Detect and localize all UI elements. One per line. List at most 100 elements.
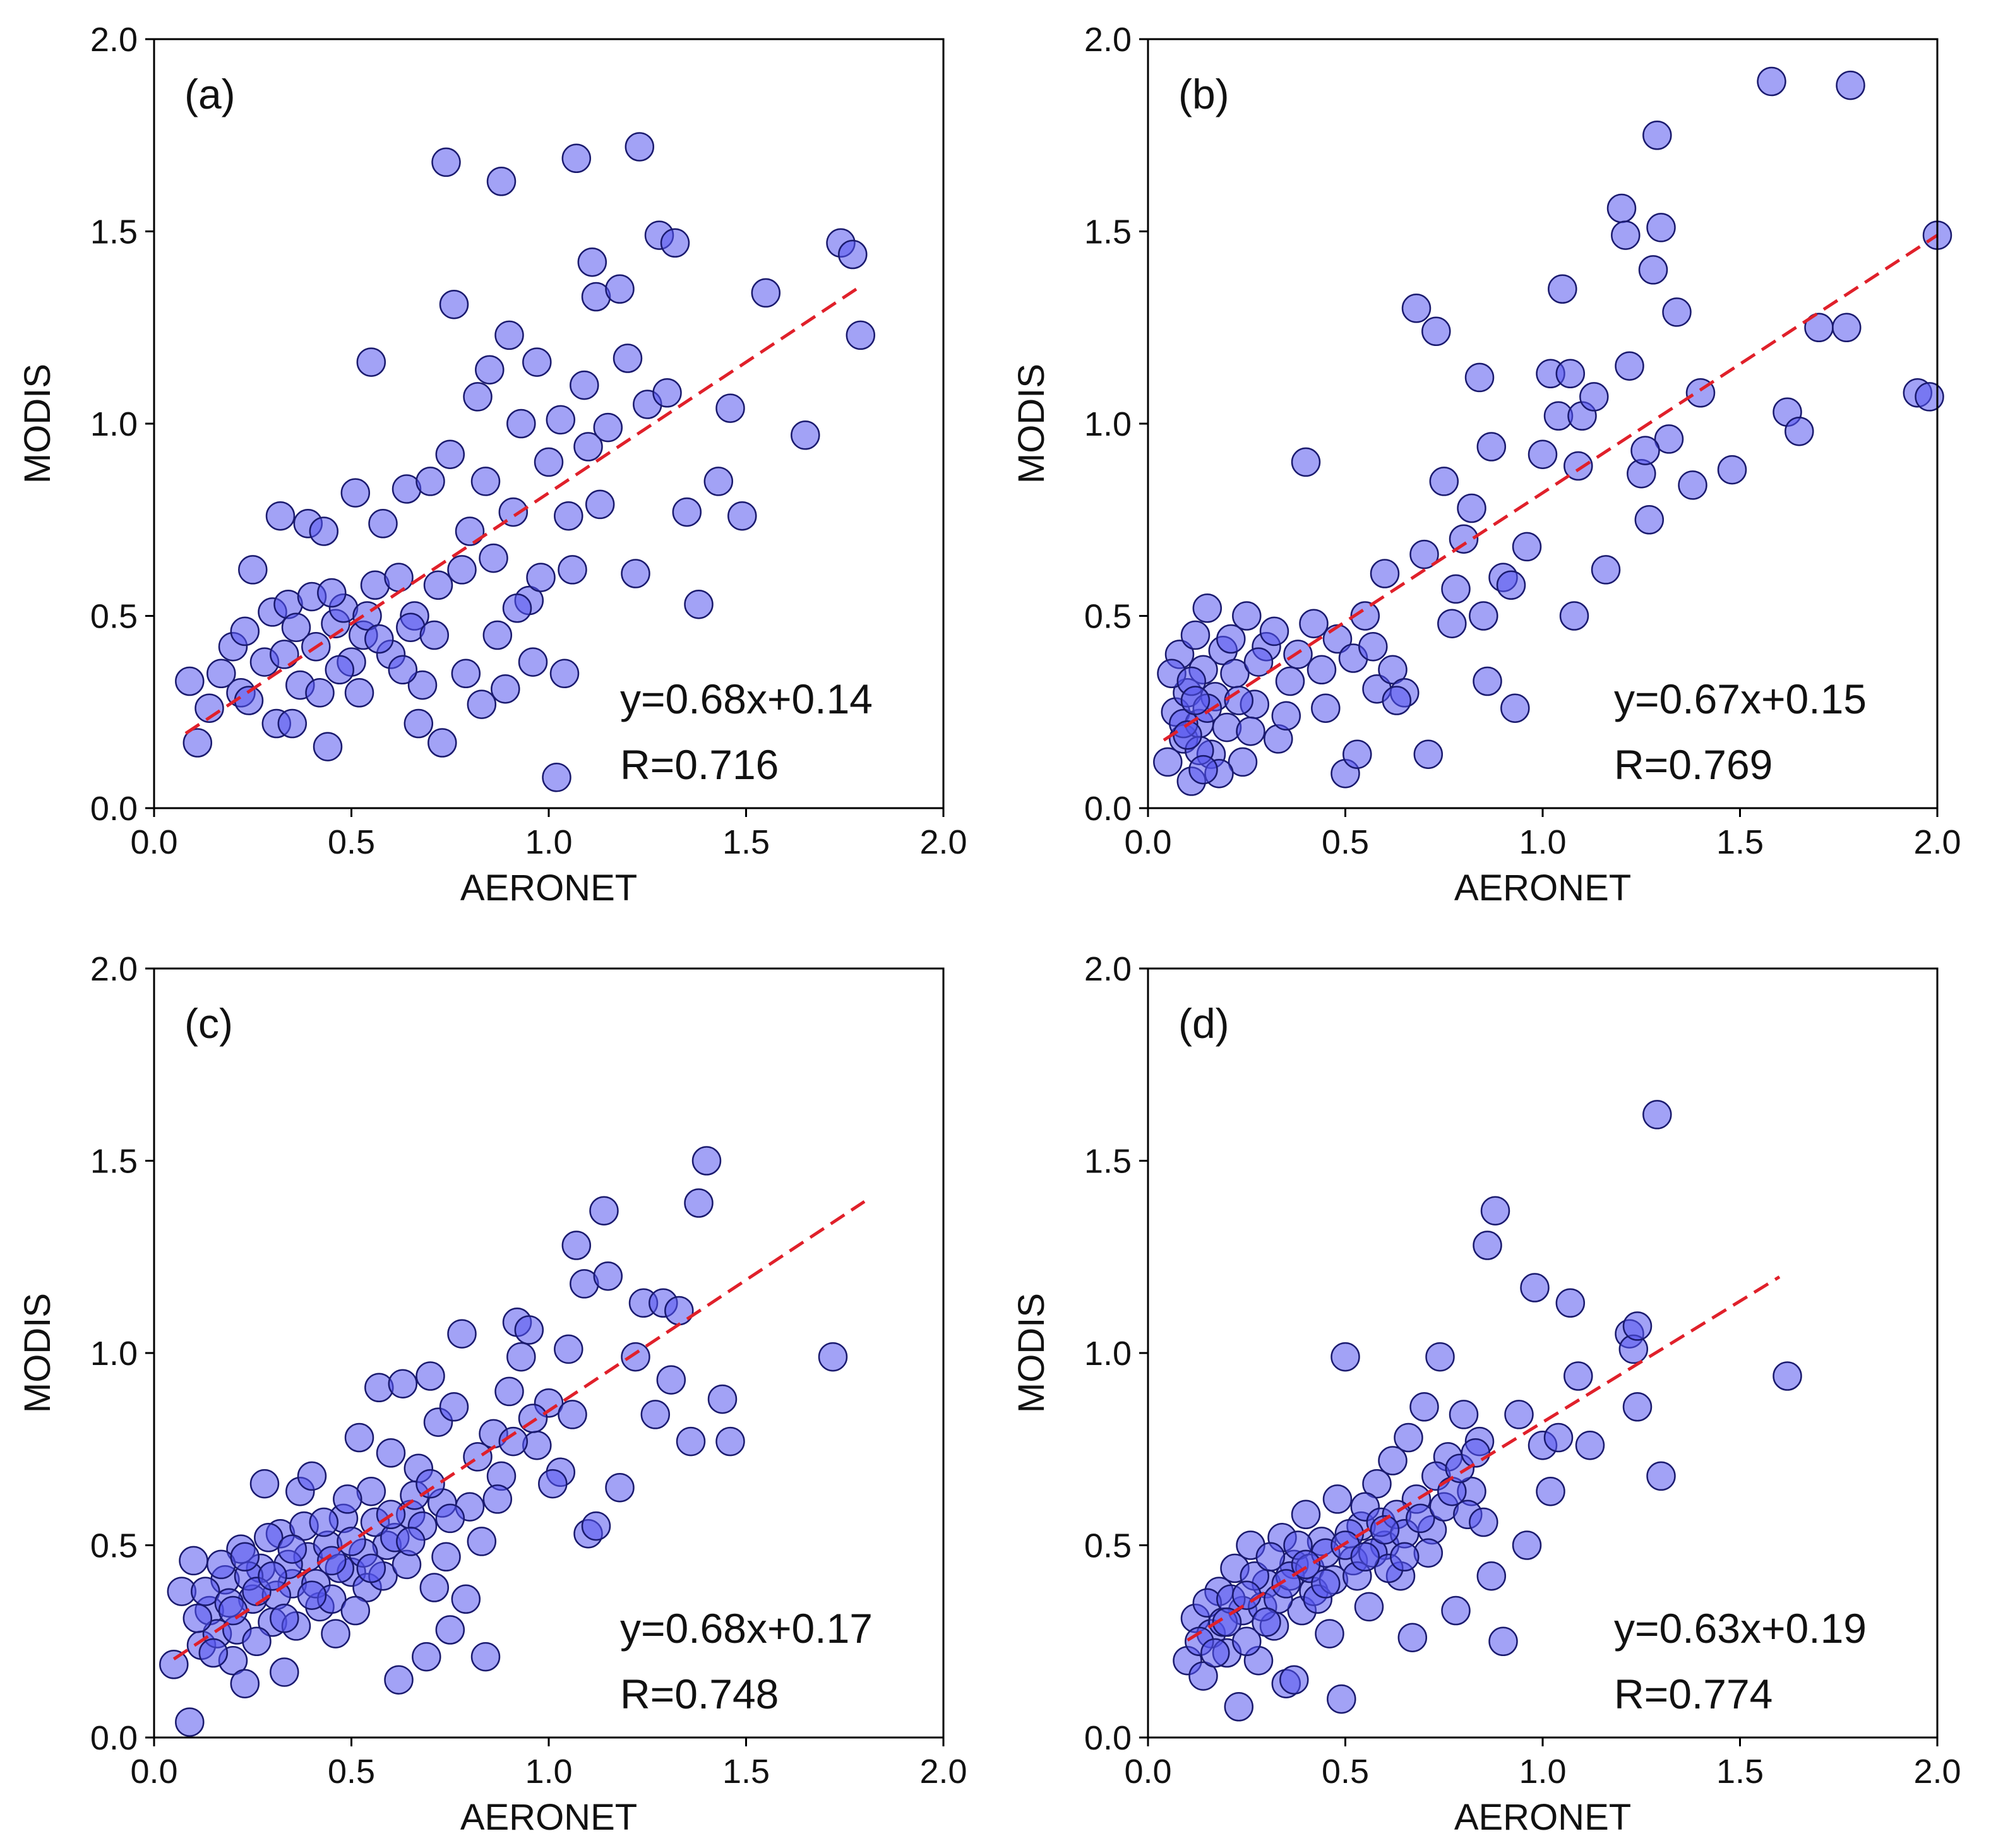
point-d-69 — [1255, 1542, 1286, 1572]
point-c-36 — [412, 1642, 441, 1672]
point-d-45 — [1504, 1400, 1534, 1429]
point-d-27 — [1362, 1469, 1392, 1499]
point-d-49 — [1536, 1476, 1565, 1506]
point-b-34 — [1413, 739, 1444, 769]
point-a-11 — [265, 501, 296, 531]
point-b-44 — [1500, 693, 1530, 723]
point-c-105 — [482, 1484, 513, 1514]
y-tick-label-d-4: 2.0 — [1084, 950, 1132, 988]
point-b-20 — [1275, 666, 1305, 696]
point-a-47 — [506, 408, 536, 439]
point-c-92 — [340, 1595, 371, 1626]
point-b-91 — [1342, 739, 1372, 769]
point-d-31 — [1394, 1422, 1423, 1453]
fit-equation-d: y=0.63x+0.19 — [1614, 1605, 1867, 1652]
point-a-39 — [455, 516, 485, 546]
point-c-113 — [258, 1561, 287, 1591]
point-b-55 — [1606, 193, 1637, 224]
panel-d: 0.0 0.5 1.0 1.5 2.0 0.0 0.5 1.0 1.5 2.0 AERONET MOD… — [1011, 950, 1961, 1838]
point-a-36 — [435, 439, 465, 469]
point-c-44 — [470, 1642, 501, 1672]
point-b-93 — [1382, 686, 1412, 715]
point-c-41 — [447, 1319, 477, 1349]
point-a-41 — [470, 467, 501, 496]
point-a-95 — [491, 674, 520, 704]
point-d-50 — [1543, 1422, 1574, 1453]
point-a-2 — [194, 693, 224, 723]
point-c-49 — [506, 1342, 536, 1372]
x-tick-label-c-4: 2.0 — [919, 1753, 967, 1791]
point-b-35 — [1421, 316, 1451, 347]
point-d-42 — [1473, 1231, 1502, 1260]
point-c-61 — [605, 1472, 635, 1503]
point-b-36 — [1429, 467, 1459, 496]
point-c-64 — [640, 1400, 671, 1429]
point-b-75 — [1915, 382, 1944, 412]
point-b-72 — [1832, 313, 1862, 343]
point-c-115 — [277, 1534, 308, 1564]
point-c-37 — [416, 1361, 445, 1391]
y-tick-label-a-2: 1.0 — [90, 405, 138, 443]
point-d-57 — [1622, 1392, 1653, 1422]
point-c-55 — [561, 1231, 592, 1260]
point-c-76 — [198, 1638, 229, 1668]
point-d-96 — [1232, 1580, 1262, 1610]
point-d-43 — [1480, 1196, 1510, 1225]
point-d-36 — [1425, 1342, 1455, 1372]
point-c-114 — [270, 1603, 299, 1633]
point-d-2 — [1188, 1661, 1218, 1691]
y-tick-label-b-3: 1.5 — [1084, 213, 1132, 251]
point-c-50 — [514, 1315, 544, 1345]
panel-label-d: (d) — [1178, 1000, 1229, 1047]
point-b-70 — [1785, 416, 1814, 446]
point-b-83 — [1216, 624, 1246, 654]
x-tick-label-c-0: 0.0 — [130, 1753, 177, 1791]
point-a-94 — [479, 543, 508, 573]
point-c-102 — [435, 1615, 465, 1645]
point-b-100 — [1180, 686, 1211, 715]
point-a-63 — [625, 132, 655, 162]
y-tick-label-b-1: 0.5 — [1084, 598, 1132, 636]
point-c-58 — [581, 1511, 611, 1541]
point-a-68 — [672, 497, 702, 527]
point-d-94 — [1476, 1561, 1507, 1591]
point-a-54 — [561, 143, 592, 174]
y-tick-label-a-3: 1.5 — [90, 213, 138, 251]
fit-line-d — [1187, 1275, 1781, 1642]
point-d-85 — [1406, 1503, 1435, 1534]
point-b-37 — [1441, 574, 1471, 604]
point-a-40 — [463, 382, 493, 412]
point-b-32 — [1401, 294, 1432, 323]
point-c-59 — [589, 1196, 619, 1225]
point-c-109 — [558, 1400, 587, 1429]
point-b-6 — [1180, 620, 1211, 650]
y-tick-label-a-0: 0.0 — [90, 790, 138, 828]
point-c-60 — [593, 1261, 623, 1291]
point-b-94 — [1437, 609, 1467, 638]
point-d-58 — [1642, 1100, 1672, 1130]
point-b-95 — [1473, 666, 1502, 696]
point-d-53 — [1575, 1430, 1605, 1460]
point-c-121 — [396, 1527, 426, 1556]
point-c-117 — [317, 1546, 347, 1576]
x-tick-label-a-4: 2.0 — [919, 823, 967, 861]
point-c-108 — [538, 1469, 568, 1499]
point-c-26 — [344, 1422, 374, 1453]
point-a-80 — [277, 708, 308, 739]
point-d-56 — [1622, 1311, 1653, 1341]
point-a-18 — [309, 516, 339, 546]
point-c-72 — [715, 1426, 745, 1457]
x-tick-label-b-2: 1.0 — [1519, 823, 1566, 861]
point-b-68 — [1757, 66, 1786, 97]
point-c-13 — [249, 1469, 280, 1499]
y-tick-label-c-2: 1.0 — [90, 1335, 138, 1373]
correlation-a: R=0.716 — [620, 741, 779, 788]
point-b-22 — [1299, 609, 1329, 638]
point-a-81 — [305, 678, 335, 708]
point-a-99 — [549, 659, 580, 689]
x-axis-label-b: AERONET — [1454, 867, 1631, 909]
point-b-88 — [1271, 701, 1301, 731]
point-c-70 — [691, 1146, 722, 1176]
y-tick-label-a-1: 0.5 — [90, 598, 138, 636]
point-c-16 — [270, 1657, 299, 1687]
